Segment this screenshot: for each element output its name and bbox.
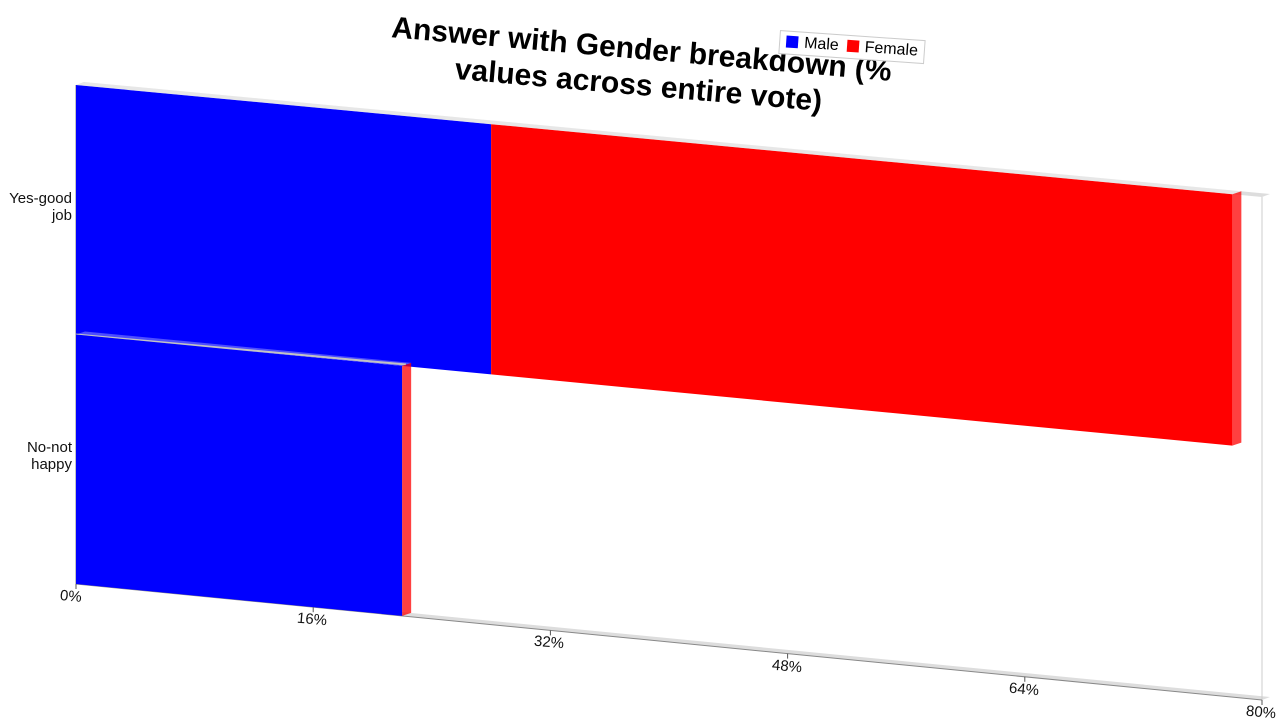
legend-label: Female [864, 38, 919, 60]
y-tick-label: Yes-good job [9, 189, 72, 224]
bar [491, 124, 1233, 446]
axis-line [75, 583, 1263, 701]
legend-item: Male [785, 33, 840, 55]
bar-top [76, 82, 1242, 195]
x-tick-label: 48% [770, 656, 803, 676]
legend-label: Male [803, 34, 840, 55]
x-tick-label: 64% [1008, 679, 1040, 700]
bar-side [1232, 191, 1242, 446]
plot-top [76, 82, 1270, 197]
x-tick-label: 80% [1245, 702, 1277, 722]
legend-item: Female [846, 38, 918, 61]
x-tick-label: 32% [533, 633, 566, 653]
legend-swatch [846, 39, 860, 53]
x-tick-label: 16% [296, 609, 328, 630]
bar [76, 334, 403, 616]
bar-side [402, 362, 412, 616]
bar-top [76, 331, 412, 366]
band-line [75, 333, 407, 366]
y-tick-label: No-not happy [26, 439, 72, 474]
x-tick-label: 0% [59, 587, 83, 606]
legend-swatch [785, 35, 799, 49]
bar [76, 85, 492, 375]
